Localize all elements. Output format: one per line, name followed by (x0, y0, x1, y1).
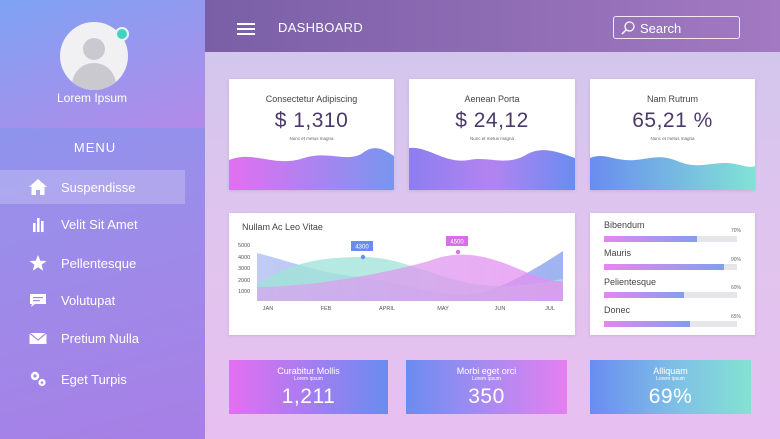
y-tick: 5000 (238, 243, 250, 249)
stat-wave-graphic (229, 148, 394, 190)
y-tick: 1000 (238, 289, 250, 295)
summary-card-alliquam: Alliquam Lorem ipsum 69% (590, 360, 751, 414)
progress-bar (604, 236, 737, 242)
stat-card-nam-rutrum: Nam Rutrum 65,21 % Nunc et metus magna (590, 79, 755, 190)
x-tick: JUN (495, 306, 506, 312)
sidebar-item-label: Eget Turpis (61, 372, 127, 387)
area-chart-card: Nullam Ac Leo Vitae 5000 4000 3000 2000 … (229, 213, 575, 335)
stat-subtitle: Nunc et metus magna (469, 136, 515, 141)
sidebar-item-pretium-nulla[interactable]: Pretium Nulla (0, 321, 185, 355)
star-icon (29, 255, 47, 271)
stat-label: Nam Rutrum (646, 94, 698, 104)
stat-label: Aenean Porta (464, 94, 520, 104)
sidebar-item-label: Pretium Nulla (61, 331, 140, 346)
gears-icon (30, 371, 46, 387)
x-tick: APRIL (379, 306, 395, 312)
progress-percent: 70% (730, 228, 741, 234)
progress-bar (604, 321, 737, 327)
stat-label: Consectetur Adipiscing (265, 94, 358, 104)
sidebar-item-pellentesque[interactable]: Pellentesque (0, 246, 185, 280)
online-status-dot (115, 27, 129, 41)
sidebar-item-velit-sit-amet[interactable]: Velit Sit Amet (0, 207, 185, 241)
x-tick: JAN (263, 306, 273, 312)
chat-icon (30, 294, 46, 307)
progress-label: Mauris (604, 248, 632, 258)
summary-title: Alliquam (653, 366, 688, 376)
stat-subtitle: Nunc et metus magna (289, 136, 334, 141)
progress-percent: 60% (730, 285, 741, 291)
top-bar: DASHBOARD Search (205, 0, 780, 52)
area-series-3 (257, 254, 563, 301)
summary-card-morbi: Morbi eget orci Lorem ipsum 350 (406, 360, 567, 414)
summary-subtitle: Lorem ipsum (294, 376, 323, 382)
x-tick: JUL (545, 306, 555, 312)
x-tick: FEB (321, 306, 332, 312)
callout-box (446, 236, 468, 246)
avatar-head (83, 38, 105, 60)
sidebar-item-volutupat[interactable]: Volutupat (0, 283, 185, 317)
progress-card: Bibendum 70% Mauris 90% Pelientesque 60%… (590, 213, 755, 335)
data-point-marker (360, 254, 366, 260)
y-tick: 2000 (238, 278, 250, 284)
summary-value: 1,211 (281, 385, 336, 408)
sidebar-item-eget-turpis[interactable]: Eget Turpis (0, 362, 185, 396)
callout-value: 4300 (355, 245, 369, 251)
stat-value: 65,21 % (632, 109, 713, 132)
summary-card-curabitur: Curabitur Mollis Lorem ipsum 1,211 (229, 360, 388, 414)
summary-subtitle: Lorem ipsum (472, 376, 501, 382)
summary-value: 69% (648, 385, 693, 408)
area-chart: 5000 4000 3000 2000 1000 4300 4500 JAN F… (238, 236, 563, 312)
progress-fill (604, 264, 724, 270)
progress-fill (604, 292, 684, 298)
bar-chart-icon (33, 218, 44, 232)
summary-subtitle: Lorem ipsum (656, 376, 685, 382)
progress-percent: 90% (730, 257, 741, 263)
stat-card-aenean: Aenean Porta $ 24,12 Nunc et metus magna (409, 79, 575, 190)
sidebar-item-label: Suspendisse (61, 180, 136, 195)
stat-wave-graphic (409, 147, 575, 190)
search-icon (621, 21, 635, 35)
search-input[interactable]: Search (613, 16, 740, 39)
progress-percent: 65% (730, 314, 741, 320)
progress-bar (604, 264, 737, 270)
username: Lorem Ipsum (56, 91, 128, 105)
stat-subtitle: Nunc et metus magna (650, 136, 695, 141)
callout-value: 4500 (450, 240, 464, 246)
progress-bar (604, 292, 737, 298)
mail-icon (29, 332, 47, 344)
stat-value: $ 1,310 (274, 109, 349, 132)
progress-fill (604, 236, 698, 242)
stat-card-consectetur: Consectetur Adipiscing $ 1,310 Nunc et m… (229, 79, 394, 190)
profile-panel: Lorem Ipsum (0, 0, 205, 128)
summary-value: 350 (468, 385, 505, 408)
data-point-marker (455, 249, 461, 255)
progress-label: Pelientesque (604, 277, 657, 287)
sidebar: Lorem Ipsum MENU Suspendisse Velit Sit A… (0, 0, 205, 439)
sidebar-item-suspendisse[interactable]: Suspendisse (0, 170, 185, 204)
search-placeholder: Search (640, 21, 682, 36)
y-tick: 3000 (238, 266, 250, 272)
progress-label: Donec (604, 305, 631, 315)
x-tick: MAY (437, 306, 449, 312)
avatar-body (72, 63, 116, 90)
home-icon (29, 179, 47, 195)
callout-box (351, 241, 373, 251)
sidebar-item-label: Pellentesque (61, 256, 137, 271)
chart-title: Nullam Ac Leo Vitae (242, 222, 323, 232)
stat-wave-graphic (590, 156, 755, 190)
x-axis-ticks: JAN FEB APRIL MAY JUN JUL (263, 306, 555, 312)
y-tick: 4000 (238, 255, 250, 261)
stat-value: $ 24,12 (455, 109, 529, 132)
progress-label: Bibendum (604, 220, 645, 230)
summary-title: Morbi eget orci (456, 366, 517, 376)
hamburger-menu-icon[interactable] (237, 23, 255, 35)
page-title: DASHBOARD (278, 20, 364, 35)
summary-title: Curabitur Mollis (277, 366, 340, 376)
progress-fill (604, 321, 691, 327)
sidebar-item-label: Volutupat (61, 293, 116, 308)
menu-title: MENU (73, 140, 117, 155)
y-axis-ticks: 5000 4000 3000 2000 1000 (238, 243, 250, 295)
sidebar-item-label: Velit Sit Amet (61, 217, 138, 232)
